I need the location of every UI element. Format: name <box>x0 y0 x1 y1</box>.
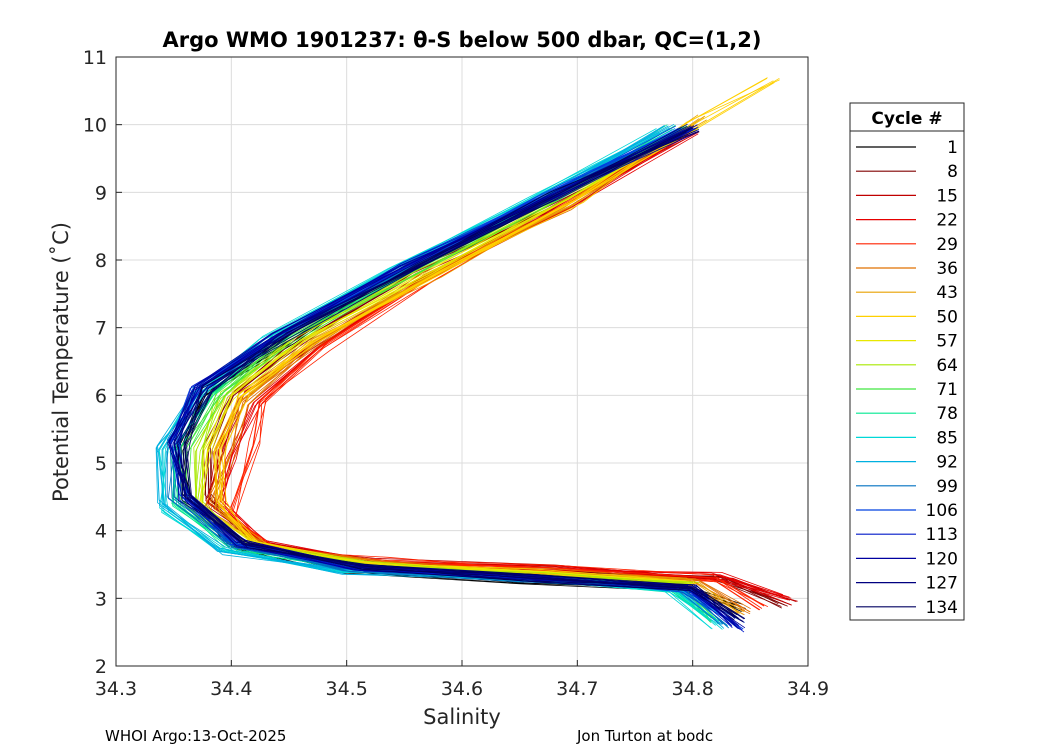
legend-label: 78 <box>936 404 958 424</box>
x-tick-label: 34.8 <box>672 678 714 700</box>
x-axis-label: Salinity <box>423 705 501 729</box>
y-tick-label: 6 <box>95 385 107 407</box>
y-tick-label: 10 <box>83 115 107 137</box>
y-tick-label: 3 <box>95 588 107 610</box>
legend-label: 120 <box>926 549 958 569</box>
y-tick-label: 5 <box>95 453 107 475</box>
y-tick-label: 8 <box>95 250 107 272</box>
profile-line <box>176 126 745 620</box>
footer-right: Jon Turton at bodc <box>576 727 713 745</box>
legend-label: 15 <box>936 186 958 206</box>
legend-label: 29 <box>936 235 958 255</box>
legend-label: 85 <box>936 428 958 448</box>
y-axis-label: Potential Temperature (˚C) <box>49 222 73 502</box>
legend-label: 57 <box>936 332 958 352</box>
x-tick-label: 34.7 <box>556 678 598 700</box>
profile-line <box>193 126 693 586</box>
profile-line <box>204 132 751 610</box>
axis-ticks: 34.3 34.4 34.5 34.6 34.7 34.8 34.9 2 3 4 5 6 7 8 9 10 11 <box>83 47 829 700</box>
y-tick-label: 2 <box>95 656 107 678</box>
legend-label: 22 <box>936 211 958 231</box>
y-tick-label: 4 <box>95 521 107 543</box>
legend-label: 64 <box>936 356 958 376</box>
y-tick-label: 9 <box>95 182 107 204</box>
legend-title: Cycle # <box>871 109 942 129</box>
profile-line <box>181 130 746 619</box>
profile-line <box>184 130 738 616</box>
profile-line <box>214 79 780 584</box>
x-tick-label: 34.3 <box>95 678 137 700</box>
legend: Cycle # 18152229364350576471788592991061… <box>849 102 965 621</box>
legend-label: 8 <box>947 162 958 182</box>
profile-line <box>173 129 736 619</box>
legend-label: 113 <box>926 525 958 545</box>
legend-label: 99 <box>936 477 958 497</box>
legend-label: 127 <box>926 574 958 594</box>
legend-label: 71 <box>936 380 958 400</box>
x-tick-label: 34.4 <box>210 678 252 700</box>
y-tick-label: 11 <box>83 47 107 69</box>
legend-label: 36 <box>936 259 958 279</box>
y-tick-label: 7 <box>95 318 107 340</box>
legend-label: 43 <box>936 283 958 303</box>
footer-left: WHOI Argo:13-Oct-2025 <box>105 727 286 745</box>
legend-label: 134 <box>926 598 958 618</box>
x-tick-label: 34.5 <box>326 678 368 700</box>
legend-entries: 1 8 15 22 29 36 43 50 57 64 71 78 85 92 99 106 113 120 127… <box>856 138 958 618</box>
profile-line <box>181 128 745 623</box>
chart-title: Argo WMO 1901237: θ-S below 500 dbar, QC… <box>163 28 762 52</box>
series-layer <box>155 77 798 633</box>
profile-line <box>184 127 740 619</box>
series-134 <box>181 123 746 623</box>
profile-line <box>198 128 699 582</box>
profile-line <box>186 131 735 621</box>
x-tick-label: 34.6 <box>441 678 483 700</box>
legend-label: 106 <box>926 501 958 521</box>
legend-label: 50 <box>936 307 958 327</box>
legend-label: 1 <box>947 138 958 158</box>
x-tick-label: 34.9 <box>787 678 829 700</box>
legend-label: 92 <box>936 453 958 473</box>
